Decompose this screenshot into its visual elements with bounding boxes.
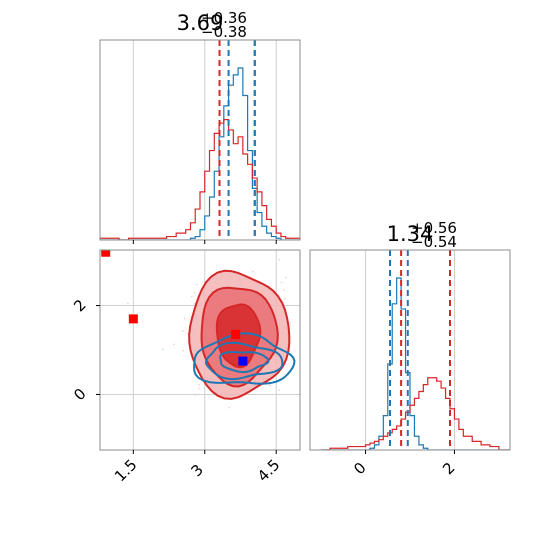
axes-frame — [99, 249, 301, 451]
histogram-series-1 — [100, 119, 300, 240]
sample-point — [181, 330, 184, 333]
grid — [132, 40, 277, 240]
sample-point — [182, 349, 184, 352]
panel-title: 3.69 — [177, 11, 224, 35]
quantile-lines — [218, 40, 256, 240]
title-minus: −0.54 — [411, 233, 457, 251]
sample-point — [194, 393, 197, 396]
sample-point — [251, 270, 254, 273]
histogram-steps — [321, 277, 510, 450]
sample-point — [186, 332, 189, 335]
sample-point — [285, 276, 288, 279]
quantile-lines — [389, 250, 451, 450]
sample-point — [198, 383, 200, 386]
markers — [101, 250, 248, 366]
marker — [128, 314, 138, 324]
sample-point — [197, 387, 200, 390]
sample-point — [127, 302, 129, 305]
sample-point — [193, 291, 196, 294]
contour-panel: 1.5 3 4.502 — [70, 249, 301, 485]
sample-point — [190, 295, 193, 298]
sample-point — [289, 321, 292, 324]
sample-point — [283, 297, 286, 300]
marker — [101, 250, 111, 257]
sample-point — [269, 384, 271, 387]
axes-frame — [309, 249, 511, 451]
ticks — [132, 240, 277, 244]
panel-title: 1.34 — [387, 222, 434, 246]
sample-point — [195, 283, 198, 286]
sample-point — [183, 317, 186, 320]
title-value: 3.69 — [177, 11, 224, 35]
blue-contour-level — [219, 351, 270, 374]
title-plus: +0.56 — [411, 219, 457, 237]
blue-contour-level — [193, 332, 296, 385]
sample-point — [228, 406, 231, 409]
sample-point — [161, 348, 164, 351]
histogram-series-0 — [321, 277, 510, 450]
title-plus: +0.36 — [201, 9, 247, 27]
sample-point — [278, 389, 280, 392]
sample-point — [173, 343, 175, 346]
grid — [100, 250, 300, 450]
blue-contour-level — [205, 341, 284, 381]
sample-point — [283, 289, 285, 292]
histogram-series-1 — [321, 377, 510, 450]
axes-frame — [99, 39, 301, 241]
sample-point — [280, 281, 283, 284]
title-value: 1.34 — [387, 222, 434, 246]
histogram-panel-x: 3.69 +0.36 −0.38 — [99, 9, 301, 244]
marker — [238, 356, 248, 366]
title-minus: −0.38 — [201, 23, 247, 41]
marker — [231, 329, 241, 339]
sample-point — [278, 258, 280, 261]
